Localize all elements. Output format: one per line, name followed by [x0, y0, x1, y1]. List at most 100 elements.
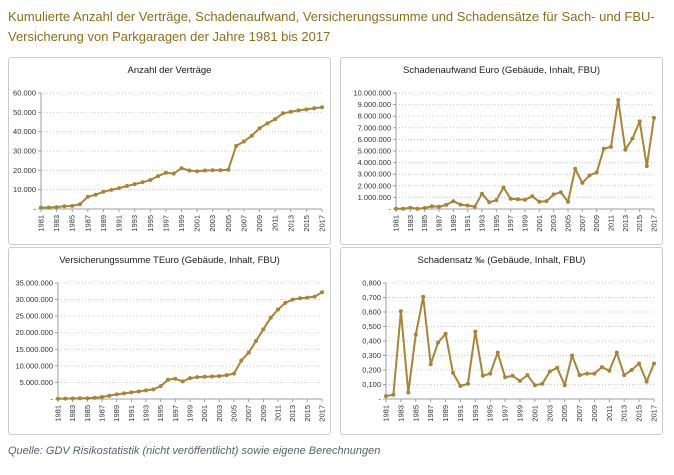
svg-text:2015: 2015 — [635, 405, 644, 422]
svg-text:3.000.000: 3.000.000 — [358, 170, 391, 179]
line-chart-anzahl-der-vertraege: - 10.000 20.000 30.000 40.000 50.000 60.000 198… — [13, 89, 327, 232]
svg-text:1995: 1995 — [146, 215, 155, 232]
svg-text:1989: 1989 — [99, 215, 108, 232]
svg-text:15.000.000: 15.000.000 — [15, 345, 53, 354]
svg-text:2005: 2005 — [224, 215, 233, 232]
svg-text:2009: 2009 — [259, 405, 268, 422]
svg-text:25.000.000: 25.000.000 — [15, 312, 53, 321]
svg-text:8.000.000: 8.000.000 — [358, 112, 391, 121]
line-chart-schadensatz: - 0,100 0,200 0,300 0,400 0,500 0,600 0,700 0,80… — [362, 279, 659, 422]
svg-text:2007: 2007 — [244, 405, 253, 422]
svg-text:35.000.000: 35.000.000 — [15, 279, 53, 288]
svg-text:2.000.000: 2.000.000 — [358, 181, 391, 190]
svg-text:1989: 1989 — [449, 215, 458, 232]
chart-title-schadensatz: Schadensatz ‰ (Gebäude, Inhalt, FBU) — [417, 255, 586, 266]
svg-text:2009: 2009 — [590, 405, 599, 422]
svg-text:10.000: 10.000 — [13, 185, 36, 194]
svg-text:1987: 1987 — [83, 215, 92, 232]
svg-text:1983: 1983 — [52, 215, 61, 232]
svg-text:2011: 2011 — [271, 215, 280, 231]
svg-text:2015: 2015 — [635, 215, 644, 232]
svg-text:2009: 2009 — [255, 215, 264, 232]
svg-text:0,300: 0,300 — [362, 351, 381, 360]
svg-text:0,100: 0,100 — [362, 380, 381, 389]
svg-text:1999: 1999 — [521, 215, 530, 232]
svg-text:50.000: 50.000 — [13, 108, 36, 117]
svg-text:0,700: 0,700 — [362, 293, 381, 302]
svg-text:1993: 1993 — [478, 215, 487, 232]
svg-text:30.000.000: 30.000.000 — [15, 295, 53, 304]
svg-text:1995: 1995 — [492, 215, 501, 232]
svg-text:2005: 2005 — [230, 405, 239, 422]
svg-text:1983: 1983 — [406, 215, 415, 232]
svg-text:40.000: 40.000 — [13, 127, 36, 136]
svg-text:1991: 1991 — [463, 215, 472, 232]
svg-text:1989: 1989 — [112, 405, 121, 422]
svg-text:9.000.000: 9.000.000 — [358, 100, 391, 109]
svg-text:1981: 1981 — [54, 405, 63, 422]
svg-text:0,400: 0,400 — [362, 337, 381, 346]
svg-text:10.000.000: 10.000.000 — [15, 361, 53, 370]
svg-text:2007: 2007 — [575, 405, 584, 422]
svg-text:1985: 1985 — [411, 405, 420, 422]
svg-text:2015: 2015 — [303, 405, 312, 422]
svg-text:1997: 1997 — [161, 215, 170, 232]
chart-panel-schadensatz: Schadensatz ‰ (Gebäude, Inhalt, FBU) - 0,… — [340, 247, 663, 435]
svg-text:2017: 2017 — [318, 215, 327, 232]
svg-text:30.000: 30.000 — [13, 147, 36, 156]
svg-text:1991: 1991 — [115, 215, 124, 232]
svg-text:10.000.000: 10.000.000 — [353, 89, 391, 98]
svg-text:2003: 2003 — [549, 215, 558, 232]
svg-text:2013: 2013 — [288, 405, 297, 422]
svg-text:1985: 1985 — [83, 405, 92, 422]
svg-text:1987: 1987 — [435, 215, 444, 232]
svg-text:20.000.000: 20.000.000 — [15, 328, 53, 337]
svg-text:2011: 2011 — [274, 405, 283, 421]
line-chart-versicherungssumme: - 5.000.000 10.000.000 15.000.000 20.000.000… — [15, 279, 327, 422]
svg-text:2001: 2001 — [530, 405, 539, 422]
svg-text:1997: 1997 — [171, 405, 180, 422]
svg-text:2001: 2001 — [200, 405, 209, 422]
svg-text:2015: 2015 — [302, 215, 311, 232]
svg-text:1983: 1983 — [68, 405, 77, 422]
line-chart-schadenaufwand: - 1.000.000 2.000.000 3.000.000 4.000.000 5.0… — [353, 89, 659, 232]
svg-text:0,800: 0,800 — [362, 279, 381, 288]
svg-text:1999: 1999 — [177, 215, 186, 232]
svg-text:2011: 2011 — [605, 405, 614, 421]
source-note: Quelle: GDV Risikostatistik (nicht veröf… — [8, 445, 381, 457]
svg-text:5.000.000: 5.000.000 — [358, 147, 391, 156]
svg-text:-: - — [34, 205, 37, 214]
svg-text:1985: 1985 — [68, 215, 77, 232]
svg-text:2005: 2005 — [560, 405, 569, 422]
chart-panel-anzahl-der-vertraege: Anzahl der Verträge - 10.000 20.000 30.000 4… — [8, 57, 331, 245]
chart-panel-versicherungssumme: Versicherungssumme TEuro (Gebäude, Inhal… — [8, 247, 331, 435]
svg-text:1981: 1981 — [392, 215, 401, 232]
svg-text:1997: 1997 — [506, 215, 515, 232]
svg-text:1987: 1987 — [98, 405, 107, 422]
svg-text:7.000.000: 7.000.000 — [358, 123, 391, 132]
svg-text:1981: 1981 — [382, 405, 391, 422]
svg-text:1.000.000: 1.000.000 — [358, 193, 391, 202]
svg-text:2007: 2007 — [578, 215, 587, 232]
svg-text:1995: 1995 — [156, 405, 165, 422]
svg-text:1999: 1999 — [186, 405, 195, 422]
svg-text:-: - — [389, 205, 392, 214]
svg-text:2017: 2017 — [650, 405, 659, 422]
svg-text:2017: 2017 — [650, 215, 659, 232]
svg-text:60.000: 60.000 — [13, 89, 36, 98]
svg-text:1991: 1991 — [127, 405, 136, 422]
svg-text:2003: 2003 — [215, 405, 224, 422]
svg-text:1989: 1989 — [441, 405, 450, 422]
svg-text:2017: 2017 — [318, 405, 327, 422]
chart-title-anzahl-der-vertraege: Anzahl der Verträge — [127, 65, 212, 76]
svg-text:1991: 1991 — [456, 405, 465, 422]
svg-text:2013: 2013 — [286, 215, 295, 232]
svg-text:2009: 2009 — [592, 215, 601, 232]
svg-text:1997: 1997 — [501, 405, 510, 422]
svg-text:2007: 2007 — [239, 215, 248, 232]
svg-text:1985: 1985 — [420, 215, 429, 232]
svg-text:4.000.000: 4.000.000 — [358, 158, 391, 167]
chart-panel-schadenaufwand: Schadenaufwand Euro (Gebäude, Inhalt, FB… — [340, 57, 663, 245]
chart-title-versicherungssumme: Versicherungssumme TEuro (Gebäude, Inhal… — [59, 255, 280, 266]
